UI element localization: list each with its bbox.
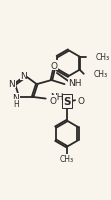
Text: H: H <box>13 99 19 108</box>
Text: N: N <box>13 94 19 103</box>
Text: NH: NH <box>50 93 63 102</box>
Text: O: O <box>50 62 57 70</box>
Text: O: O <box>77 96 84 105</box>
Text: NH: NH <box>69 79 82 88</box>
Text: CH₃: CH₃ <box>94 70 108 79</box>
Text: CH₃: CH₃ <box>60 155 74 164</box>
Text: CH₃: CH₃ <box>96 53 110 62</box>
Text: N: N <box>8 79 15 88</box>
Text: O: O <box>50 96 56 105</box>
Text: S: S <box>63 97 71 106</box>
Text: N: N <box>20 72 27 81</box>
